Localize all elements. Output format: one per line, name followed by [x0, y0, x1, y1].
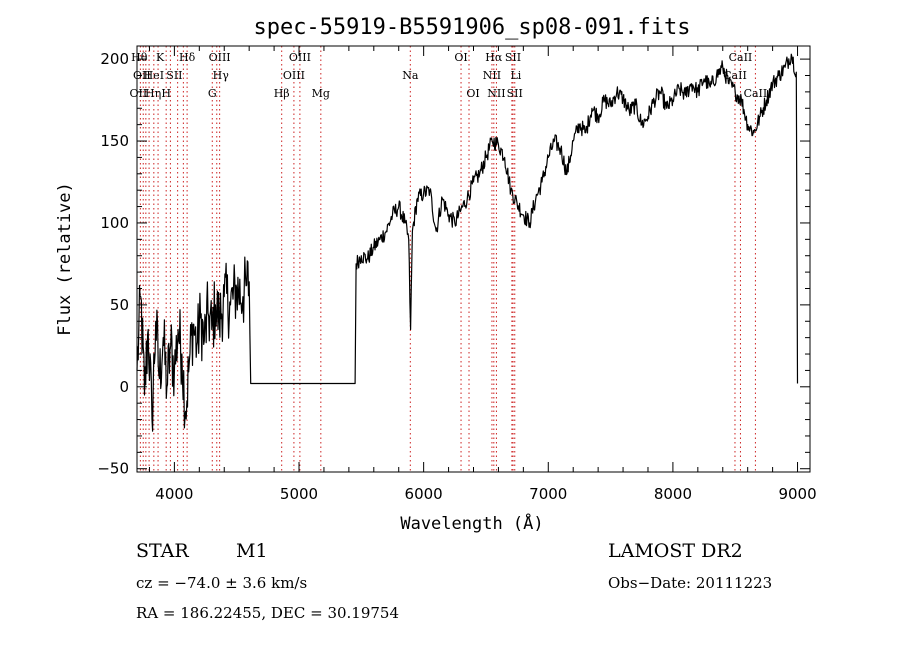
spectral-line-label: G [208, 87, 217, 100]
spectral-line-label: SII [166, 69, 182, 82]
object-type: STAR [136, 540, 189, 562]
spectral-line-label: K [156, 51, 165, 64]
spectral-line-label: Hη [145, 87, 161, 100]
spectral-line-label: Hδ [179, 51, 196, 64]
spectral-line-label: SII [507, 87, 523, 100]
spectral-line-label: OIII [289, 51, 311, 64]
spectral-line-label: NII [487, 87, 505, 100]
spectral-line-label: OII [130, 87, 148, 100]
spectral-line-label: Hγ [213, 69, 230, 82]
x-tick-label: 4000 [155, 485, 193, 503]
spectral-line-label: OI [466, 87, 479, 100]
coordinates: RA = 186.22455, DEC = 30.19754 [136, 604, 400, 622]
y-tick-label: 50 [110, 296, 129, 314]
spectral-line-label: OIII [283, 69, 305, 82]
spectral-line-label: NII [483, 69, 501, 82]
redshift-value: cz = −74.0 ± 3.6 km/s [136, 574, 308, 592]
spectral-line-label: Hβ [274, 87, 290, 100]
spectral-line-label: SII [505, 51, 521, 64]
y-tick-label: −50 [97, 460, 129, 478]
y-tick-label: 150 [100, 132, 129, 150]
observation-date: Obs−Date: 20111223 [608, 574, 773, 592]
y-tick-label: 100 [100, 214, 129, 232]
spectral-line-label: Hθ [131, 51, 148, 64]
x-axis-label: Wavelength (Å) [400, 512, 543, 534]
x-axis: 4000 5000 6000 7000 8000 9000 [148, 46, 817, 503]
spectral-line-label: Mg [312, 87, 330, 100]
spectrum-series [136, 53, 799, 432]
spectral-line-label: CaII [744, 87, 768, 100]
chart-title: spec-55919-B5591906_sp08-091.fits [253, 15, 690, 40]
x-tick-label: 9000 [778, 485, 816, 503]
object-subclass: M1 [236, 540, 268, 562]
spectral-line-label: HeI [144, 69, 164, 82]
spectral-line-markers [139, 46, 756, 472]
spectral-line-label: Na [402, 69, 419, 82]
spectral-line-label: OIII [209, 51, 231, 64]
y-tick-label: 200 [100, 50, 129, 68]
y-axis-label: Flux (relative) [55, 182, 75, 336]
spectral-line-label: Hα [485, 51, 503, 64]
x-tick-label: 8000 [654, 485, 692, 503]
plot-frame [136, 45, 811, 473]
spectral-line-label: CaII [729, 51, 753, 64]
x-tick-label: 6000 [405, 485, 443, 503]
spectral-line-label: OI [454, 51, 467, 64]
y-tick-label: 0 [119, 378, 129, 396]
spectral-line-label: H [161, 87, 171, 100]
x-tick-label: 7000 [529, 485, 567, 503]
x-tick-label: 5000 [280, 485, 318, 503]
y-axis: −50 0 50 100 150 200 [97, 50, 810, 478]
spectrum-line [136, 53, 799, 432]
survey-name: LAMOST DR2 [608, 540, 743, 562]
spectral-line-label: Li [510, 69, 521, 82]
spectral-line-labels: OIIHθOIIHηHeIKHSIIHδGHγOIIIHβOIIIOIIIMgN… [130, 51, 768, 100]
